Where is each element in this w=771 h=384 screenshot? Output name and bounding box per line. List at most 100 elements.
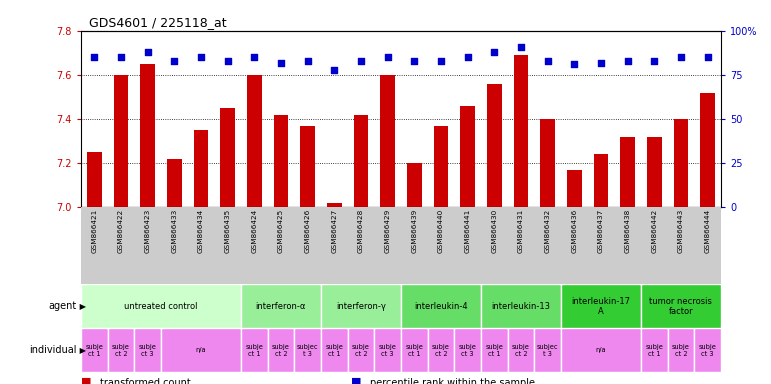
Text: GSM866443: GSM866443 (678, 209, 684, 253)
Text: GSM866438: GSM866438 (625, 209, 631, 253)
Text: GSM866422: GSM866422 (118, 209, 124, 253)
Point (408, 58, 420, 64)
Text: subje
ct 2: subje ct 2 (112, 344, 130, 357)
Text: GSM866433: GSM866433 (171, 209, 177, 253)
Bar (300, 126, 315, 207)
Bar (140, 64, 155, 207)
Text: GSM866437: GSM866437 (598, 209, 604, 253)
Text: GSM866430: GSM866430 (491, 209, 497, 253)
Text: agent: agent (49, 301, 77, 311)
Text: GDS4601 / 225118_at: GDS4601 / 225118_at (89, 16, 227, 29)
Bar (534, 328, 561, 372)
Bar (348, 328, 374, 372)
Bar (81, 207, 721, 284)
Bar (295, 328, 321, 372)
Point (435, 58, 447, 64)
Point (568, 61, 581, 67)
Text: subje
ct 1: subje ct 1 (645, 344, 663, 357)
Point (648, 58, 661, 64)
Bar (134, 328, 161, 372)
Text: interleukin-13: interleukin-13 (491, 302, 550, 311)
Text: GSM866442: GSM866442 (651, 209, 657, 253)
Text: subje
ct 1: subje ct 1 (325, 344, 343, 357)
Text: GSM866424: GSM866424 (251, 209, 258, 253)
Bar (433, 126, 448, 207)
Text: subje
ct 3: subje ct 3 (379, 344, 396, 357)
Text: n/a: n/a (595, 348, 606, 353)
Bar (194, 130, 208, 207)
Point (248, 54, 261, 60)
Point (702, 54, 714, 60)
Text: subje
ct 2: subje ct 2 (352, 344, 370, 357)
Bar (481, 284, 561, 328)
Bar (513, 55, 528, 207)
Text: individual: individual (29, 345, 77, 356)
Bar (674, 119, 689, 207)
Point (221, 58, 234, 64)
Bar (561, 284, 641, 328)
Bar (594, 154, 608, 207)
Bar (241, 284, 321, 328)
Bar (641, 284, 721, 328)
Bar (327, 203, 342, 207)
Bar (354, 114, 369, 207)
Text: subje
ct 3: subje ct 3 (459, 344, 476, 357)
Bar (481, 328, 507, 372)
Bar (274, 114, 288, 207)
Bar (268, 328, 295, 372)
Bar (428, 328, 454, 372)
Point (594, 60, 607, 66)
Bar (321, 284, 401, 328)
Text: tumor necrosis
factor: tumor necrosis factor (649, 296, 712, 316)
Text: subje
ct 1: subje ct 1 (245, 344, 263, 357)
Bar (321, 328, 348, 372)
Text: subjec
t 3: subjec t 3 (537, 344, 558, 357)
Text: GSM866426: GSM866426 (305, 209, 311, 253)
Bar (221, 108, 235, 207)
Bar (374, 328, 401, 372)
Text: subje
ct 3: subje ct 3 (699, 344, 716, 357)
Text: interleukin-4: interleukin-4 (414, 302, 468, 311)
Text: GSM866432: GSM866432 (544, 209, 550, 253)
Text: GSM866436: GSM866436 (571, 209, 577, 253)
Bar (87, 152, 102, 207)
Point (328, 66, 341, 73)
Bar (81, 284, 241, 328)
Point (274, 60, 287, 66)
Bar (668, 328, 694, 372)
Text: subjec
t 3: subjec t 3 (297, 344, 318, 357)
Text: ▶: ▶ (77, 302, 86, 311)
Text: percentile rank within the sample: percentile rank within the sample (370, 378, 535, 384)
Bar (380, 75, 395, 207)
Text: ■: ■ (351, 376, 362, 384)
Bar (167, 159, 182, 207)
Point (115, 54, 127, 60)
Text: subje
ct 1: subje ct 1 (406, 344, 423, 357)
Text: n/a: n/a (196, 348, 207, 353)
Bar (247, 75, 261, 207)
Text: GSM866429: GSM866429 (385, 209, 391, 253)
Bar (567, 170, 581, 207)
Text: GSM866421: GSM866421 (91, 209, 97, 253)
Bar (401, 284, 481, 328)
Bar (641, 328, 668, 372)
Point (355, 58, 367, 64)
Bar (540, 119, 555, 207)
Bar (620, 137, 635, 207)
Point (541, 58, 554, 64)
Text: ■: ■ (81, 376, 92, 384)
Bar (161, 328, 241, 372)
Bar (647, 137, 662, 207)
Point (488, 49, 500, 55)
Bar (454, 328, 481, 372)
Bar (561, 328, 641, 372)
Bar (487, 84, 502, 207)
Text: GSM866431: GSM866431 (518, 209, 524, 253)
Bar (108, 328, 134, 372)
Text: GSM866423: GSM866423 (145, 209, 150, 253)
Text: GSM866425: GSM866425 (278, 209, 284, 253)
Point (515, 43, 527, 50)
Text: interferon-α: interferon-α (256, 302, 306, 311)
Point (168, 58, 180, 64)
Text: GSM866434: GSM866434 (198, 209, 204, 253)
